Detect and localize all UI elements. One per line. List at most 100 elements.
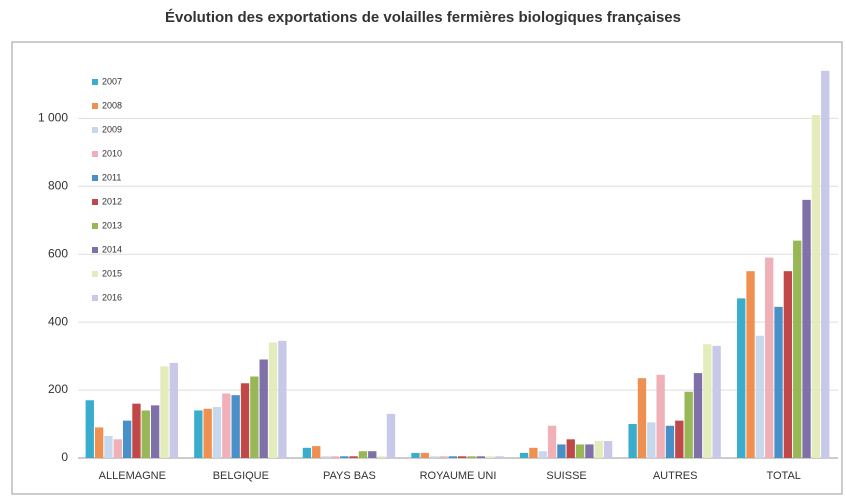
bar <box>94 427 104 458</box>
bar <box>358 451 368 458</box>
bar <box>439 456 448 458</box>
bar <box>194 410 203 458</box>
legend-swatch <box>92 79 98 85</box>
bar <box>628 424 637 458</box>
bar <box>703 344 712 458</box>
x-tick-label: TOTAL <box>766 470 800 482</box>
bar <box>675 420 684 458</box>
x-tick-label: BELGIQUE <box>213 470 269 482</box>
bar <box>765 257 774 458</box>
bar <box>85 400 94 458</box>
bar <box>203 408 212 458</box>
legend-label: 2015 <box>102 268 122 278</box>
bar <box>557 444 566 458</box>
bar <box>448 456 457 458</box>
legend-swatch <box>92 151 98 157</box>
y-tick-label: 600 <box>48 246 68 260</box>
bar <box>113 439 122 458</box>
bar <box>312 446 321 458</box>
bar <box>278 340 287 458</box>
legend-swatch <box>92 199 98 205</box>
bar <box>647 422 656 458</box>
bar <box>746 271 755 458</box>
legend-label: 2009 <box>102 124 122 134</box>
bar <box>486 456 495 458</box>
chart-title: Évolution des exportations de volailles … <box>165 9 681 26</box>
bar <box>783 271 793 458</box>
bar <box>429 456 439 458</box>
bar <box>169 362 178 458</box>
bar <box>467 456 476 458</box>
legend-label: 2012 <box>102 196 122 206</box>
legend-swatch <box>92 175 98 181</box>
bar <box>519 452 529 458</box>
x-tick-label: SUISSE <box>546 470 586 482</box>
bar <box>811 114 821 458</box>
bar <box>231 395 240 458</box>
chart-frame <box>11 41 843 495</box>
bar <box>547 425 557 458</box>
bar <box>458 456 467 458</box>
bar <box>529 447 538 458</box>
bar <box>240 383 250 458</box>
bar <box>160 366 169 458</box>
bar <box>737 298 746 458</box>
legend-label: 2016 <box>102 292 122 302</box>
x-tick-label: ROYAUME UNI <box>420 470 497 482</box>
bar <box>684 391 693 458</box>
bar <box>774 306 783 458</box>
bar <box>122 420 132 458</box>
legend-label: 2011 <box>102 172 121 182</box>
bar <box>302 447 312 458</box>
bar <box>585 444 594 458</box>
legend-swatch <box>92 271 98 277</box>
x-tick-label: ALLEMAGNE <box>99 470 166 482</box>
bar <box>377 456 386 458</box>
legend-label: 2013 <box>102 220 122 230</box>
y-tick-label: 0 <box>61 450 68 464</box>
bar <box>712 345 721 458</box>
bar <box>250 376 259 458</box>
bar <box>821 70 830 459</box>
bar <box>104 435 113 458</box>
legend-label: 2010 <box>102 148 122 158</box>
bar <box>141 410 150 458</box>
y-tick-label: 800 <box>48 178 68 192</box>
bar <box>566 439 575 458</box>
bar <box>793 240 802 458</box>
legend-label: 2007 <box>102 76 122 86</box>
bar <box>594 441 603 458</box>
bar <box>259 359 268 458</box>
bar <box>368 451 377 458</box>
legend-swatch <box>92 127 98 133</box>
bar <box>212 407 222 458</box>
legend-swatch <box>92 295 98 301</box>
bar <box>656 374 665 458</box>
bar <box>637 378 647 458</box>
bar <box>411 452 420 458</box>
bar <box>476 456 486 458</box>
bar <box>538 451 547 458</box>
bar <box>495 456 504 458</box>
bar <box>321 456 330 458</box>
bar <box>693 373 703 458</box>
bar <box>349 456 358 458</box>
bar <box>755 335 765 458</box>
bar <box>222 393 231 458</box>
bar <box>575 444 585 458</box>
legend-swatch <box>92 247 98 253</box>
bar <box>420 452 429 458</box>
y-tick-label: 1 000 <box>38 111 68 125</box>
bar <box>132 403 141 458</box>
legend-swatch <box>92 223 98 229</box>
bar <box>802 199 811 459</box>
bar <box>150 405 160 458</box>
bar <box>665 425 675 458</box>
y-tick-label: 400 <box>48 314 68 328</box>
bar <box>330 456 340 458</box>
legend-label: 2014 <box>102 244 122 254</box>
y-tick-label: 200 <box>48 382 68 396</box>
bar <box>386 413 396 458</box>
legend-label: 2008 <box>102 100 122 110</box>
bar <box>603 441 613 458</box>
